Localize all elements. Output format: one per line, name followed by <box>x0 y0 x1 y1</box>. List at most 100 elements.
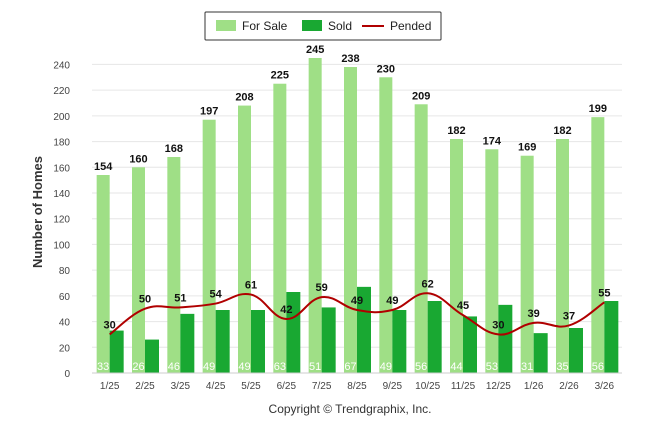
x-tick-label: 9/25 <box>383 381 403 392</box>
legend-label-for-sale: For Sale <box>242 19 288 33</box>
x-tick-label: 11/25 <box>451 381 476 392</box>
bar-sold <box>569 328 583 373</box>
data-label-sold: 49 <box>380 361 392 373</box>
y-tick-label: 140 <box>53 189 70 200</box>
x-tick-label: 3/25 <box>171 381 191 392</box>
bar-for-sale <box>238 105 251 374</box>
data-label-for-sale: 238 <box>341 53 359 65</box>
bar-for-sale <box>132 167 145 373</box>
legend: For Sale Sold Pended <box>204 11 442 41</box>
bar-for-sale <box>344 67 357 373</box>
data-label-sold: 67 <box>344 361 356 373</box>
x-axis-ticks: 1/25 2/25 3/25 4/25 5/25 6/25 7/25 8/25 9/25 10/2… <box>100 381 615 392</box>
data-label-pended: 30 <box>104 319 116 331</box>
bar-for-sale <box>273 83 287 373</box>
data-label-for-sale: 182 <box>447 125 465 137</box>
y-tick-label: 200 <box>53 112 70 123</box>
data-label-for-sale: 154 <box>94 161 113 173</box>
data-label-pended: 42 <box>280 304 292 316</box>
data-label-sold: 56 <box>415 361 427 373</box>
bar-for-sale <box>202 119 216 373</box>
data-label-sold: 53 <box>486 361 498 373</box>
legend-label-sold: Sold <box>328 19 352 33</box>
data-label-sold: 46 <box>168 361 180 373</box>
data-label-sold: 31 <box>521 361 533 373</box>
legend-box <box>204 11 442 41</box>
bar-for-sale <box>414 104 428 374</box>
y-axis-label: Number of Homes <box>30 156 45 268</box>
bar-for-sale <box>308 58 322 373</box>
y-tick-label: 60 <box>59 292 71 303</box>
bar-sold <box>357 286 371 373</box>
data-label-for-sale: 209 <box>412 90 430 102</box>
data-label-pended: 51 <box>174 292 186 304</box>
bar-for-sale <box>167 157 181 373</box>
data-label-for-sale: 169 <box>518 142 536 154</box>
data-labels: 154 33 160 26 168 46 197 49 208 49 225 63 245 51 238 67… <box>94 44 610 373</box>
bar-for-sale <box>520 155 534 373</box>
bar-for-sale <box>485 149 499 373</box>
y-tick-label: 120 <box>53 215 70 226</box>
data-label-sold: 63 <box>274 361 286 373</box>
bar-sold <box>392 310 407 373</box>
data-label-pended: 50 <box>139 294 151 306</box>
data-label-sold: 44 <box>450 361 462 373</box>
x-tick-label: 1/26 <box>524 381 544 392</box>
data-label-pended: 61 <box>245 280 257 292</box>
y-tick-label: 40 <box>59 318 71 329</box>
bar-sold <box>427 301 442 373</box>
data-label-pended: 49 <box>386 295 398 307</box>
bar-sold <box>180 313 195 373</box>
y-axis-ticks: 0 20 40 60 80 100 120 140 160 180 200 220 240 <box>53 60 70 380</box>
bars <box>96 58 619 374</box>
data-label-pended: 37 <box>563 310 575 322</box>
x-tick-label: 6/25 <box>277 381 297 392</box>
bar-for-sale <box>556 139 569 373</box>
bar-for-sale <box>591 117 605 374</box>
x-tick-label: 10/25 <box>415 381 440 392</box>
bar-sold <box>215 310 230 373</box>
legend-swatch-sold <box>302 20 322 31</box>
y-tick-label: 80 <box>59 266 71 277</box>
data-label-sold: 35 <box>556 361 568 373</box>
x-tick-label: 4/25 <box>206 381 226 392</box>
y-tick-label: 240 <box>53 60 70 71</box>
data-label-for-sale: 230 <box>377 63 395 75</box>
data-label-sold: 26 <box>132 361 144 373</box>
data-label-for-sale: 168 <box>165 143 183 155</box>
data-label-for-sale: 174 <box>483 135 502 147</box>
data-label-sold: 49 <box>203 361 215 373</box>
bar-sold <box>321 307 336 373</box>
bar-sold <box>251 310 265 373</box>
x-tick-label: 7/25 <box>312 381 332 392</box>
data-label-for-sale: 199 <box>589 103 607 115</box>
data-label-pended: 54 <box>210 289 223 301</box>
bar-sold <box>286 292 301 373</box>
data-label-pended: 30 <box>492 319 504 331</box>
bar-for-sale <box>450 139 463 373</box>
y-tick-label: 20 <box>59 343 71 354</box>
data-label-for-sale: 197 <box>200 106 218 118</box>
x-tick-label: 1/25 <box>100 381 120 392</box>
bar-sold <box>533 333 548 373</box>
data-label-pended: 49 <box>351 295 363 307</box>
x-tick-label: 2/25 <box>135 381 155 392</box>
x-tick-label: 2/26 <box>559 381 579 392</box>
data-label-sold: 49 <box>238 361 250 373</box>
data-label-pended: 39 <box>528 308 540 320</box>
x-tick-label: 5/25 <box>241 381 261 392</box>
bar-sold <box>604 301 619 373</box>
data-label-pended: 62 <box>422 278 434 290</box>
bar-for-sale <box>96 175 110 373</box>
y-tick-label: 160 <box>53 163 70 174</box>
bar-sold <box>463 316 477 373</box>
y-tick-label: 0 <box>64 369 70 380</box>
bar-sold <box>145 339 159 373</box>
copyright-text: Copyright © Trendgraphix, Inc. <box>269 402 432 416</box>
bar-sold <box>498 304 513 373</box>
data-label-for-sale: 225 <box>271 70 289 82</box>
y-tick-label: 180 <box>53 138 70 149</box>
y-tick-label: 100 <box>53 240 70 251</box>
pended-line-series <box>109 292 605 336</box>
